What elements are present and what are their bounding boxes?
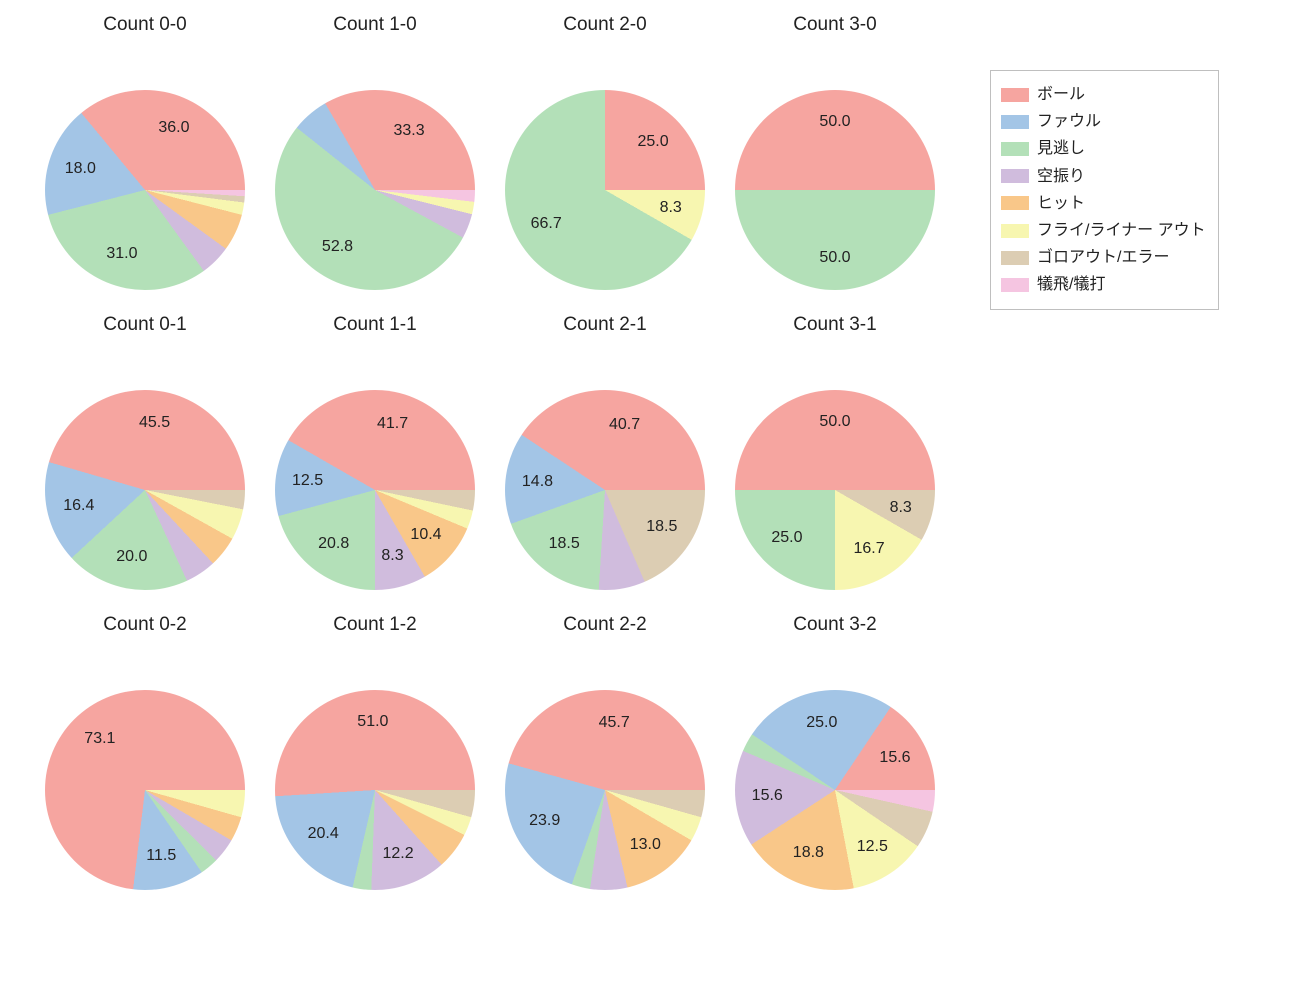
- pie: 50.025.016.78.3: [735, 390, 935, 590]
- pie: 33.352.8: [275, 90, 475, 290]
- legend-swatch: [1001, 169, 1029, 183]
- legend-label: 犠飛/犠打: [1037, 271, 1105, 298]
- legend-item: 見逃し: [1001, 135, 1206, 162]
- pie-chart: Count 2-0 25.066.78.3: [490, 10, 720, 310]
- chart-grid: Count 0-036.018.031.0Count 1-033.352.8Co…: [0, 0, 1300, 1000]
- pie-disc: [505, 690, 705, 890]
- pie-chart: Count 1-1 41.712.520.88.310.4: [260, 310, 490, 610]
- pie: 15.625.015.618.812.5: [735, 690, 935, 890]
- chart-title: Count 0-1: [30, 314, 260, 336]
- pie-chart: Count 0-1 45.516.420.0: [30, 310, 260, 610]
- legend-item: フライ/ライナー アウト: [1001, 217, 1206, 244]
- pie-disc: [505, 390, 705, 590]
- pie-chart: Count 3-2 15.625.015.618.812.5: [720, 610, 950, 910]
- chart-title: Count 1-0: [260, 14, 490, 36]
- legend: ボールファウル見逃し空振りヒットフライ/ライナー アウトゴロアウト/エラー犠飛/…: [990, 70, 1219, 310]
- pie: 25.066.78.3: [505, 90, 705, 290]
- legend-label: ヒット: [1037, 190, 1085, 217]
- chart-title: Count 2-0: [490, 14, 720, 36]
- chart-title: Count 0-0: [30, 14, 260, 36]
- pie: 40.714.818.518.5: [505, 390, 705, 590]
- pie-chart: Count 1-2 51.020.412.2: [260, 610, 490, 910]
- chart-title: Count 3-0: [720, 14, 950, 36]
- legend-item: ボール: [1001, 81, 1206, 108]
- pie-disc: [735, 390, 935, 590]
- pie-chart: Count 3-0 50.050.0: [720, 10, 950, 310]
- legend-swatch: [1001, 88, 1029, 102]
- chart-title: Count 0-2: [30, 614, 260, 636]
- chart-title: Count 1-2: [260, 614, 490, 636]
- chart-title: Count 1-1: [260, 314, 490, 336]
- legend-item: ゴロアウト/エラー: [1001, 244, 1206, 271]
- pie-disc: [735, 690, 935, 890]
- legend-item: ヒット: [1001, 190, 1206, 217]
- legend-swatch: [1001, 196, 1029, 210]
- legend-item: 犠飛/犠打: [1001, 271, 1206, 298]
- chart-title: Count 3-1: [720, 314, 950, 336]
- pie-disc: [45, 90, 245, 290]
- legend-label: ゴロアウト/エラー: [1037, 244, 1169, 271]
- chart-title: Count 3-2: [720, 614, 950, 636]
- pie-chart: Count 2-1 40.714.818.518.5: [490, 310, 720, 610]
- legend-swatch: [1001, 224, 1029, 238]
- legend-label: ボール: [1037, 81, 1085, 108]
- pie: 41.712.520.88.310.4: [275, 390, 475, 590]
- pie: 50.050.0: [735, 90, 935, 290]
- pie: 45.723.913.0: [505, 690, 705, 890]
- pie-disc: [45, 690, 245, 890]
- pie-chart: Count 2-2 45.723.913.0: [490, 610, 720, 910]
- pie-chart: Count 0-0 36.018.031.0: [30, 10, 260, 310]
- pie: 36.018.031.0: [45, 90, 245, 290]
- legend-swatch: [1001, 278, 1029, 292]
- legend-label: 見逃し: [1037, 135, 1085, 162]
- legend-swatch: [1001, 142, 1029, 156]
- legend-label: フライ/ライナー アウト: [1037, 217, 1206, 244]
- pie-disc: [505, 90, 705, 290]
- pie-disc: [735, 90, 935, 290]
- legend-swatch: [1001, 251, 1029, 265]
- pie-disc: [275, 690, 475, 890]
- pie-chart: Count 0-2 73.111.5: [30, 610, 260, 910]
- legend-swatch: [1001, 115, 1029, 129]
- pie: 51.020.412.2: [275, 690, 475, 890]
- legend-label: ファウル: [1037, 108, 1101, 135]
- legend-label: 空振り: [1037, 163, 1085, 190]
- pie-chart: Count 3-1 50.025.016.78.3: [720, 310, 950, 610]
- pie-disc: [275, 90, 475, 290]
- chart-title: Count 2-1: [490, 314, 720, 336]
- pie-chart: Count 1-0 33.352.8: [260, 10, 490, 310]
- pie: 73.111.5: [45, 690, 245, 890]
- legend-item: 空振り: [1001, 163, 1206, 190]
- pie: 45.516.420.0: [45, 390, 245, 590]
- pie-disc: [275, 390, 475, 590]
- chart-title: Count 2-2: [490, 614, 720, 636]
- pie-disc: [45, 390, 245, 590]
- legend-item: ファウル: [1001, 108, 1206, 135]
